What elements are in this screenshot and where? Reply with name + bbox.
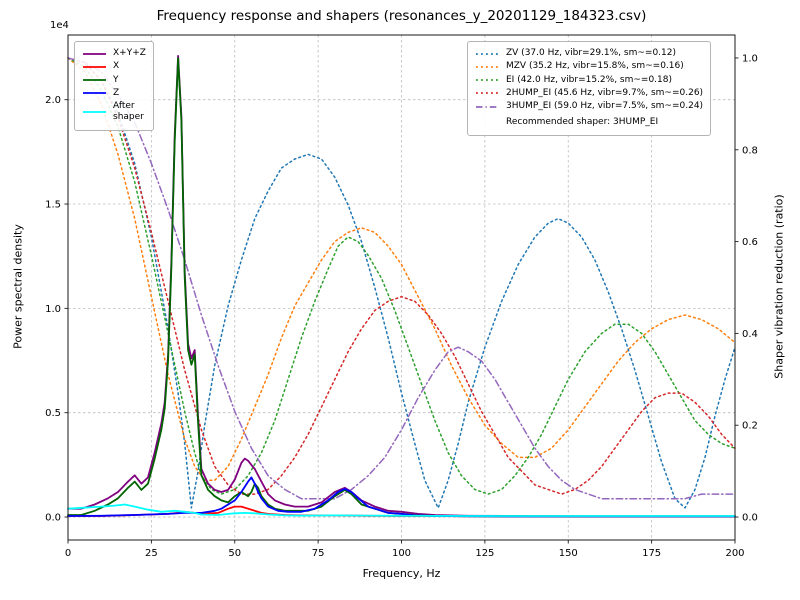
legend-item-X+Y+Z: X+Y+Z (82, 48, 146, 59)
tick-label: 0.5 (45, 408, 61, 419)
legend-item-X: X (82, 61, 146, 72)
legend-label: ZV (37.0 Hz, vibr=29.1%, sm~=0.12) (506, 48, 676, 58)
legend-label: 3HUMP_EI (59.0 Hz, vibr=7.5%, sm~=0.24) (506, 101, 704, 111)
legend-label: X+Y+Z (113, 48, 146, 58)
legend-label: 2HUMP_EI (45.6 Hz, vibr=9.7%, sm~=0.26) (506, 87, 704, 98)
legend-item-Y: Y (82, 75, 146, 86)
tick-label: 0.8 (742, 145, 758, 156)
legend-label: Z (113, 87, 120, 98)
legend-item-After-shaper: After shaper (82, 101, 146, 124)
tick-label: 0.4 (742, 329, 758, 340)
tick-label: 175 (642, 548, 661, 559)
series-X+Y+Z (67, 55, 736, 518)
tick-label: 150 (559, 548, 578, 559)
legend-line-sample (83, 52, 106, 55)
legend-line-sample (476, 66, 499, 68)
tick-label: 25 (145, 548, 158, 559)
recommended-shaper-note: Recommended shaper: 3HUMP_EI (506, 117, 659, 128)
tick-label: 0 (65, 548, 71, 559)
x-axis-label: Frequency, Hz (362, 567, 441, 580)
tick-label: 1.0 (45, 304, 61, 315)
chart-title: Frequency response and shapers (resonanc… (156, 8, 647, 24)
y-axis-offset-text: 1e4 (50, 20, 69, 31)
legend-item-2HUMP_EI: 2HUMP_EI (45.6 Hz, vibr=9.7%, sm~=0.26) (475, 88, 703, 99)
tick-label: 1.5 (45, 200, 61, 211)
legend-label: After shaper (113, 101, 144, 123)
tick-label: 75 (312, 548, 325, 559)
legend-line-sample (83, 111, 106, 114)
series-After-shaper (67, 503, 736, 517)
tick-label: 200 (725, 548, 744, 559)
legend-psd: X+Y+Z X Y Z After shaper (74, 41, 154, 131)
series-2HUMP_EI (67, 57, 736, 495)
legend-item-MZV: MZV (35.2 Hz, vibr=15.8%, sm~=0.16) (475, 61, 703, 72)
legend-label: Y (113, 74, 119, 85)
legend-line-sample (476, 79, 499, 81)
tick-label: 2.0 (45, 95, 61, 106)
legend-label: X (113, 61, 120, 72)
legend-line-sample (476, 52, 499, 55)
legend-label: EI (42.0 Hz, vibr=15.2%, sm~=0.18) (506, 74, 673, 85)
tick-label: 0.0 (45, 513, 61, 524)
tick-label: 125 (475, 548, 494, 559)
tick-label: 0.6 (742, 237, 758, 248)
legend-line-sample (83, 66, 106, 68)
tick-label: 0.2 (742, 421, 758, 432)
tick-label: 50 (228, 548, 241, 559)
tick-label: 1.0 (742, 53, 758, 64)
y-axis-label-right: Shaper vibration reduction (ratio) (772, 194, 786, 379)
series-3HUMP_EI (67, 57, 736, 500)
legend-item-EI: EI (42.0 Hz, vibr=15.2%, sm~=0.18) (475, 75, 703, 86)
legend-line-sample (476, 105, 499, 108)
legend-line-sample (83, 79, 106, 81)
tick-label: 0.0 (742, 513, 758, 524)
legend-line-sample (83, 92, 106, 95)
legend-line-sample (476, 92, 499, 95)
series-Z (67, 476, 736, 518)
tick-label: 100 (392, 548, 411, 559)
legend-label: MZV (35.2 Hz, vibr=15.8%, sm~=0.16) (506, 61, 684, 72)
series-EI (67, 57, 736, 495)
legend-item-Z: Z (82, 88, 146, 99)
series-ZV (67, 57, 736, 509)
y-axis-label-left: Power spectral density (11, 224, 25, 349)
legend-shapers-items: ZV (37.0 Hz, vibr=29.1%, sm~=0.12) MZV (3… (475, 48, 703, 112)
legend-item-ZV: ZV (37.0 Hz, vibr=29.1%, sm~=0.12) (475, 48, 703, 59)
legend-shapers: ZV (37.0 Hz, vibr=29.1%, sm~=0.12) MZV (3… (467, 41, 712, 136)
legend-item-3HUMP_EI: 3HUMP_EI (59.0 Hz, vibr=7.5%, sm~=0.24) (475, 101, 703, 112)
